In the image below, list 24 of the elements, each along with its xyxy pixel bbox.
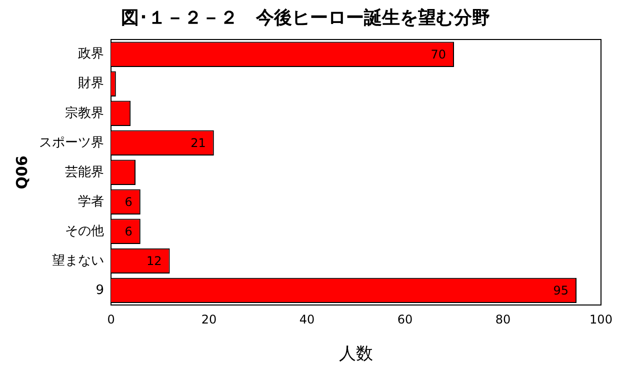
y-tick-label: 芸能界 xyxy=(65,164,104,180)
x-axis-title: 人数 xyxy=(339,344,373,364)
data-label: 12 xyxy=(146,254,162,268)
data-label: 6 xyxy=(124,195,132,210)
y-tick-label: 9 xyxy=(96,282,104,298)
x-tick-label: 40 xyxy=(299,312,315,327)
x-tick-label: 60 xyxy=(397,312,413,327)
x-tick-label: 100 xyxy=(590,312,612,327)
y-tick-label: 宗教界 xyxy=(65,104,104,121)
data-label: 6 xyxy=(124,224,132,239)
x-tick-label: 20 xyxy=(201,312,217,327)
y-tick-label: 政界 xyxy=(78,46,104,62)
chart-title: 図･１－２－２ 今後ヒーロー誕生を望む分野 xyxy=(121,7,490,28)
y-tick-label: スポーツ界 xyxy=(39,135,104,150)
x-tick-label: 0 xyxy=(107,312,115,327)
data-label: 70 xyxy=(430,47,446,62)
data-label: 21 xyxy=(190,136,206,150)
y-axis-title: Q06 xyxy=(12,156,31,190)
x-tick-label: 80 xyxy=(495,312,511,327)
y-tick-label: 財界 xyxy=(78,76,104,92)
y-tick-label: 望まない xyxy=(52,253,104,268)
y-tick-label: 学者 xyxy=(78,194,104,210)
y-tick-label: その他 xyxy=(65,224,104,239)
data-label: 95 xyxy=(553,284,568,298)
